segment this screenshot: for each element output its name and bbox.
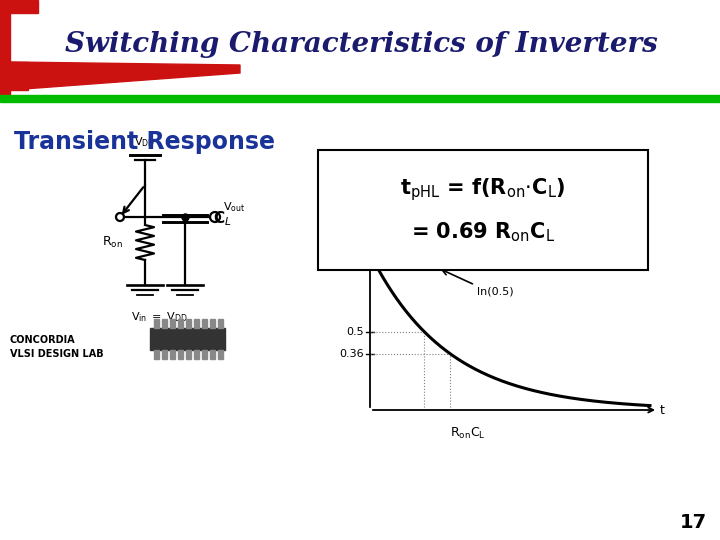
Bar [218, 319, 223, 328]
Bar [162, 319, 167, 328]
Text: V$_{\rm out}$: V$_{\rm out}$ [223, 200, 246, 214]
Text: V$_{\rm out}$: V$_{\rm out}$ [341, 213, 366, 228]
Bar [194, 319, 199, 328]
Bar [186, 350, 191, 359]
Bar [0, 0, 720, 95]
Text: V$_{\rm DD}$: V$_{\rm DD}$ [135, 135, 156, 149]
Bar [170, 319, 175, 328]
Text: V$_{\rm DD}$: V$_{\rm DD}$ [384, 260, 405, 273]
Bar [150, 328, 225, 350]
Bar [202, 350, 207, 359]
Bar [194, 350, 199, 359]
Text: 17: 17 [680, 513, 707, 532]
Text: 0.5: 0.5 [346, 327, 364, 337]
Bar [186, 319, 191, 328]
Bar [0, 95, 720, 102]
Text: V$_{\rm out}$: V$_{\rm out}$ [378, 230, 400, 244]
Text: C$_L$: C$_L$ [213, 209, 232, 228]
Text: 1: 1 [357, 248, 364, 259]
Bar [0, 0, 10, 95]
Text: t: t [660, 403, 665, 416]
Bar [210, 319, 215, 328]
Bar [202, 319, 207, 328]
Text: = 0.69 R$_{\rm on}$C$_{\rm L}$: = 0.69 R$_{\rm on}$C$_{\rm L}$ [411, 220, 555, 244]
Text: R$_{\rm on}$: R$_{\rm on}$ [102, 235, 123, 250]
Text: V$_{\rm in}$ $=$ V$_{\rm DD}$: V$_{\rm in}$ $=$ V$_{\rm DD}$ [132, 310, 189, 324]
Bar [170, 350, 175, 359]
Text: R$_{\rm on}$C$_{\rm L}$: R$_{\rm on}$C$_{\rm L}$ [450, 426, 486, 441]
Text: ln(0.5): ln(0.5) [477, 287, 513, 297]
Bar [0, 62, 28, 90]
Text: t$_{\rm pHL}$ = f(R$_{\rm on}$$\cdot$C$_{\rm L}$): t$_{\rm pHL}$ = f(R$_{\rm on}$$\cdot$C$_… [400, 177, 566, 204]
Bar [154, 350, 159, 359]
Bar [218, 350, 223, 359]
Bar [0, 0, 38, 13]
Bar [210, 350, 215, 359]
Text: 0.36: 0.36 [339, 349, 364, 359]
Bar [178, 350, 183, 359]
Bar [154, 319, 159, 328]
Polygon shape [10, 62, 240, 90]
Bar [162, 350, 167, 359]
Text: Switching Characteristics of Inverters: Switching Characteristics of Inverters [65, 30, 658, 57]
Text: Transient Response: Transient Response [14, 130, 275, 154]
Text: CONCORDIA
VLSI DESIGN LAB: CONCORDIA VLSI DESIGN LAB [10, 335, 104, 359]
Bar [178, 319, 183, 328]
Bar [318, 150, 648, 270]
